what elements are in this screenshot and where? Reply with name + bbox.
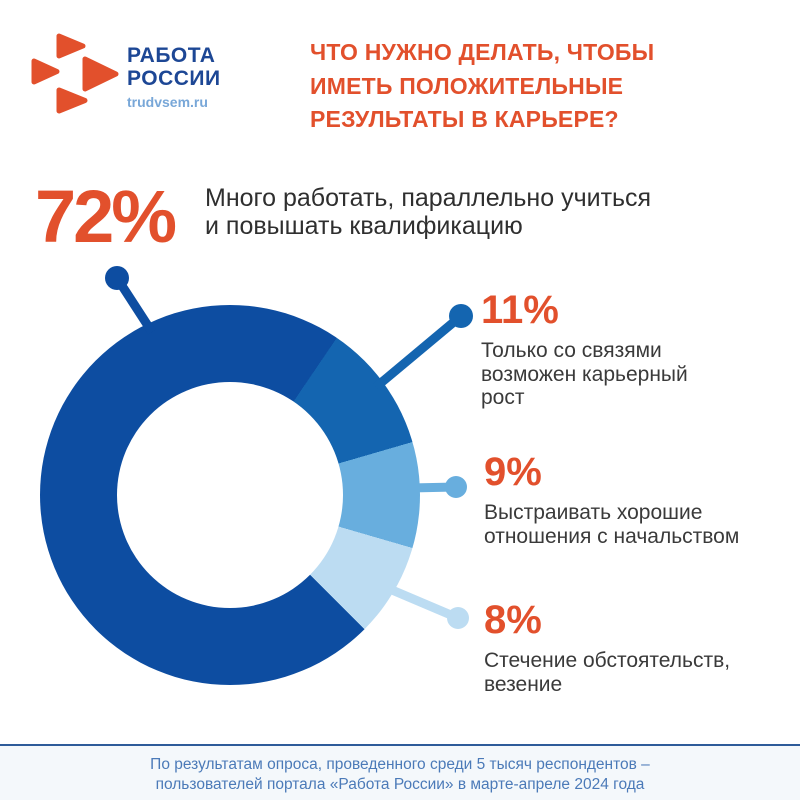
logo-title-line1: РАБОТА [127, 44, 216, 67]
callout-label-line: Выстраивать хорошие [484, 501, 703, 524]
footer: По результатам опроса, проведенного сред… [0, 746, 800, 800]
footer-text-line2: пользователей портала «Работа России» в … [155, 775, 645, 793]
callout-label-line: рост [481, 386, 525, 409]
page-title: ЧТО НУЖНО ДЕЛАТЬ, ЧТОБЫ ИМЕТЬ ПОЛОЖИТЕЛЬ… [310, 36, 788, 137]
callout-block-11: 11% Только со связями возможен карьерный… [481, 290, 786, 410]
callout-label-line: везение [484, 672, 563, 696]
callout-label: Выстраивать хорошие отношения с начальст… [484, 501, 789, 548]
hero-percentage: 72% [35, 175, 177, 258]
hero-label-line: и повышать квалификацию [205, 212, 523, 240]
callout-label-line: Только со связями [481, 339, 662, 362]
callout-percentage: 11% [481, 288, 559, 332]
callout-label: Стечение обстоятельств, везение [484, 649, 789, 696]
logo-title-line2: РОССИИ [127, 67, 221, 90]
footer-divider-line [0, 744, 800, 746]
logo-site-url: trudvsem.ru [127, 94, 208, 110]
callout-block-9: 9% Выстраивать хорошие отношения с начал… [484, 452, 789, 548]
hero-label-line: Много работать, параллельно учиться [205, 184, 652, 212]
callout-label-line: возможен карьерный [481, 362, 688, 386]
footer-text-line1: По результатам опроса, проведенного сред… [150, 756, 650, 773]
callout-label: Только со связями возможен карьерный рос… [481, 339, 786, 410]
callout-block-8: 8% Стечение обстоятельств, везение [484, 600, 789, 696]
page-title-line: ИМЕТЬ ПОЛОЖИТЕЛЬНЫЕ [310, 72, 624, 99]
donut-chart-hole [117, 382, 343, 608]
page-title-line: ЧТО НУЖНО ДЕЛАТЬ, ЧТОБЫ [310, 39, 655, 65]
logo-wordmark: РАБОТА РОССИИ trudvsem.ru [127, 44, 221, 110]
page-title-line: РЕЗУЛЬТАТЫ В КАРЬЕРЕ? [310, 106, 619, 132]
hero-label: Много работать, параллельно учиться и по… [205, 184, 765, 240]
callout-percentage: 9% [484, 450, 542, 494]
callout-label-line: отношения с начальством [484, 524, 740, 548]
callout-label-line: Стечение обстоятельств, [484, 649, 731, 672]
callout-percentage: 8% [484, 598, 542, 642]
logo-triangles-icon [31, 33, 119, 114]
